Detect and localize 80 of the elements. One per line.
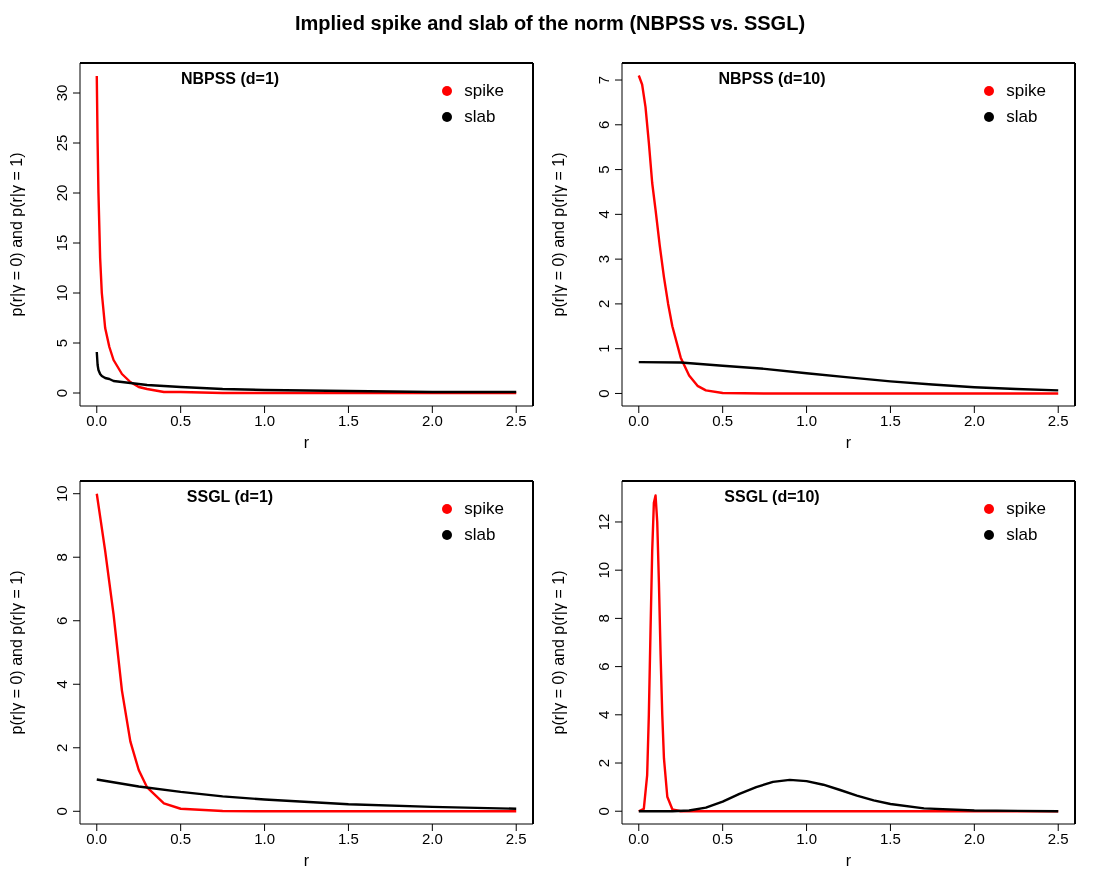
- legend-label: slab: [1006, 106, 1038, 128]
- x-axis-title: r: [303, 852, 310, 869]
- y-tick-label: 2: [595, 299, 612, 309]
- chart-title: NBPSS (d=10): [717, 70, 827, 88]
- y-tick-label: 6: [595, 662, 612, 671]
- x-tick-label: 1.5: [880, 829, 901, 847]
- x-tick-label: 2.5: [1047, 829, 1069, 847]
- y-tick-label: 0: [595, 389, 612, 398]
- y-tick-label: 15: [53, 234, 70, 252]
- y-tick-label: 6: [595, 120, 612, 129]
- legend-label: spike: [1006, 80, 1046, 102]
- y-tick-label: 20: [53, 184, 70, 202]
- x-axis-title: r: [845, 852, 852, 869]
- x-tick-label: 1.5: [338, 411, 359, 429]
- x-tick-label: 2.0: [963, 829, 985, 847]
- x-tick-label: 2.0: [963, 411, 985, 429]
- y-tick-label: 4: [595, 210, 612, 219]
- line-series: [95, 492, 518, 813]
- x-tick-label: 2.0: [421, 411, 443, 429]
- y-tick-label: 10: [53, 485, 70, 503]
- y-tick-label: 0: [53, 807, 70, 816]
- x-tick-label: 2.5: [505, 411, 527, 429]
- y-tick-label: 8: [595, 614, 612, 623]
- chart-title: NBPSS (d=1): [179, 70, 281, 88]
- line-series: [95, 350, 518, 394]
- y-tick-label: 6: [53, 616, 70, 625]
- legend-label: slab: [464, 524, 496, 546]
- y-tick-label: 2: [53, 743, 70, 752]
- legend-label: slab: [1006, 524, 1038, 546]
- y-tick-label: 12: [595, 513, 612, 531]
- text: Implied spike and slab of the norm (NBPSS vs. SSGL): [293, 11, 807, 36]
- line-series: [637, 74, 1060, 395]
- x-tick-label: 2.5: [505, 829, 527, 847]
- x-tick-label: 0.0: [628, 411, 650, 429]
- line-series: [95, 74, 518, 395]
- x-tick-label: 1.5: [880, 411, 901, 429]
- x-tick-label: 1.0: [254, 829, 275, 847]
- x-tick-label: 1.0: [796, 829, 817, 847]
- x-axis-title: r: [303, 434, 310, 451]
- x-tick-label: 2.5: [1047, 411, 1069, 429]
- y-tick-label: 7: [595, 75, 612, 85]
- y-tick-label: 30: [53, 84, 70, 102]
- x-tick-label: 0.5: [170, 411, 192, 429]
- x-tick-label: 0.5: [712, 411, 734, 429]
- legend-label: spike: [1006, 498, 1046, 520]
- y-tick-label: 1: [595, 344, 612, 353]
- y-tick-label: 5: [53, 338, 70, 348]
- x-tick-label: 2.0: [421, 829, 443, 847]
- y-tick-label: 25: [53, 134, 70, 152]
- y-tick-label: 5: [595, 165, 612, 174]
- legend-label: spike: [464, 80, 504, 102]
- x-tick-label: 0.0: [628, 829, 650, 847]
- legend-label: spike: [464, 498, 504, 520]
- chart-title: SSGL (d=1): [185, 488, 275, 506]
- y-tick-label: 8: [53, 553, 70, 562]
- y-tick-label: 2: [595, 758, 612, 768]
- y-axis-title: p(r|γ = 0) and p(r|γ = 1): [549, 152, 567, 317]
- x-tick-label: 0.5: [170, 829, 192, 847]
- y-axis-title: p(r|γ = 0) and p(r|γ = 1): [549, 570, 567, 735]
- x-tick-label: 0.0: [86, 411, 108, 429]
- legend-label: slab: [464, 106, 496, 128]
- x-axis-title: r: [845, 434, 852, 451]
- x-tick-label: 0.0: [86, 829, 108, 847]
- y-tick-label: 3: [595, 254, 612, 264]
- y-axis-title: p(r|γ = 0) and p(r|γ = 1): [7, 570, 25, 735]
- x-tick-label: 0.5: [712, 829, 734, 847]
- y-tick-label: 0: [53, 388, 70, 398]
- y-tick-label: 4: [595, 710, 612, 719]
- x-tick-label: 1.5: [338, 829, 359, 847]
- y-tick-label: 10: [53, 284, 70, 302]
- y-axis-title: p(r|γ = 0) and p(r|γ = 1): [7, 152, 25, 317]
- x-tick-label: 1.0: [796, 411, 817, 429]
- line-series: [95, 778, 518, 810]
- x-tick-label: 1.0: [254, 411, 275, 429]
- y-tick-label: 0: [595, 807, 612, 816]
- line-series: [637, 778, 1060, 813]
- y-tick-label: 10: [595, 561, 612, 579]
- y-tick-label: 4: [53, 680, 70, 689]
- line-series: [637, 360, 1060, 392]
- chart-title: SSGL (d=10): [723, 488, 821, 506]
